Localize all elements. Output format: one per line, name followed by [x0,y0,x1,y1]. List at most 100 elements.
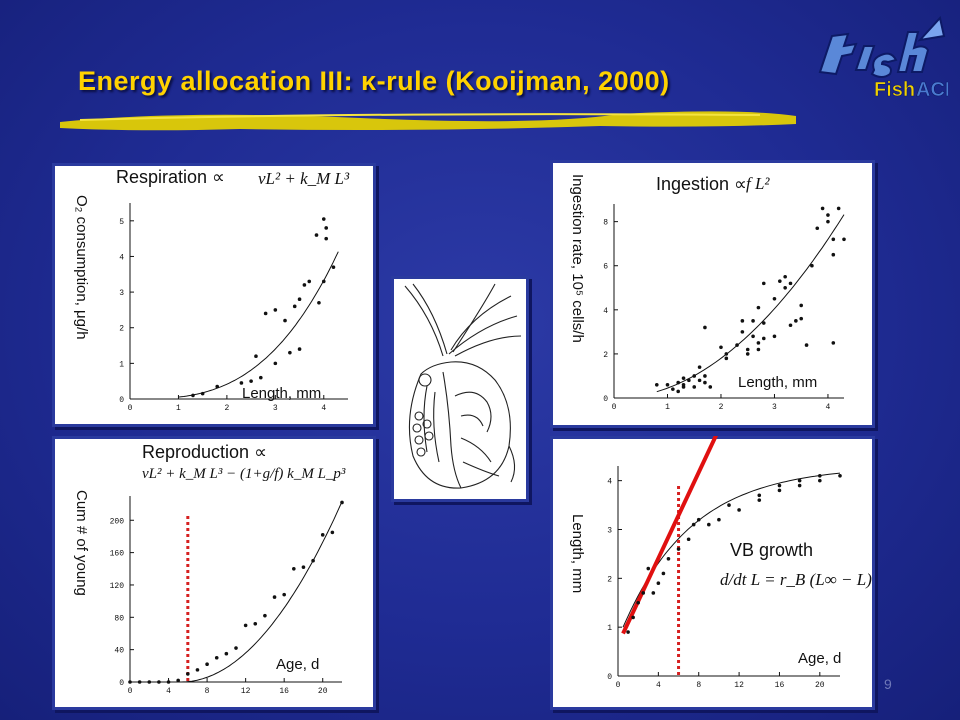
growth-data-point [686,537,691,542]
reproduction-data-point [253,621,258,626]
ingestion-data-point [783,274,787,279]
respiration-chart: 0 1 2 3 4 0 1 2 3 4 5 [119,203,348,413]
growth-x-tick-label: 16 [775,681,785,690]
respiration-data-point [273,361,278,366]
respiration-data-point [191,393,195,398]
reproduction-data-point [234,646,238,650]
reproduction-xlabel: Age, d [276,656,320,673]
reproduction-data-point [166,680,171,684]
growth-data-point [641,591,646,595]
respiration-data-point [259,375,263,380]
fishace-logo: Fish ACE [818,15,948,100]
ingestion-data-point [831,237,836,242]
ingestion-y-tick-label: 6 [603,263,608,272]
respiration-data-point [324,236,329,241]
growth-x-tick-label: 12 [734,681,744,690]
slide-title: Energy allocation III: κ-rule (Kooijman,… [78,66,670,96]
growth-formula: d/dt L = r_B (L∞ − L) [720,570,872,589]
respiration-y-tick-label: 5 [119,218,124,227]
daphnia-illustration [391,276,529,502]
ingestion-data-point [831,252,836,257]
growth-y-tick-label: 2 [607,575,612,584]
respiration-x-tick-label: 4 [321,404,326,413]
reproduction-panel: 0 4 8 12 16 20 0 40 80 120 160 200 Reproduction ∝ ν… [52,436,376,710]
respiration-ylabel: O₂ consumption, μg/h [73,195,90,340]
respiration-data-point [288,350,292,355]
ingestion-data-point [665,382,670,387]
growth-title: VB growth [730,540,814,560]
ingestion-data-point [761,321,766,325]
reproduction-data-point [282,592,286,597]
ingestion-y-tick-label: 0 [603,395,608,404]
ingestion-data-point [740,330,745,334]
growth-data-point [676,547,681,551]
reproduction-ylabel: Cum # of young [73,490,90,596]
ingestion-data-point [826,219,830,224]
respiration-data-point [263,311,268,316]
growth-data-point [696,517,701,522]
growth-data-point [636,600,640,605]
ingestion-data-point [681,385,686,389]
reproduction-data-point [263,613,267,618]
ingestion-data-point [724,356,729,361]
growth-y-tick-label: 3 [607,526,612,535]
ingestion-data-point [740,319,745,323]
ingestion-y-tick-label: 4 [603,307,608,316]
reproduction-fit-curve [181,501,343,683]
respiration-data-point [273,308,278,312]
ingestion-x-tick-label: 1 [665,403,670,412]
growth-data-point [777,488,782,493]
reproduction-title: Reproduction ∝ [142,442,267,462]
ingestion-data-point [842,237,846,242]
growth-data-point [757,493,762,498]
ingestion-data-point [751,319,755,323]
respiration-data-point [239,381,244,385]
ingestion-data-point [778,279,782,283]
ingestion-data-point [751,334,755,339]
reproduction-data-point [214,655,219,660]
growth-data-point [691,522,696,527]
growth-data-point [707,522,711,527]
growth-data-point [757,498,762,502]
reproduction-data-point [176,678,180,683]
reproduction-y-tick-label: 200 [110,517,125,526]
ingestion-data-point [719,345,723,350]
respiration-data-point [321,279,326,284]
ingestion-data-point [745,347,750,352]
growth-data-point [717,517,721,522]
ingestion-data-point [687,378,691,383]
ingestion-data-point [703,374,707,378]
ingestion-data-point [756,305,761,310]
ingestion-data-point [799,316,804,321]
respiration-data-point [324,226,329,230]
respiration-data-point [297,297,302,302]
ingestion-data-point [724,352,729,356]
reproduction-data-point [147,680,152,684]
reproduction-data-point [195,668,200,672]
respiration-fit-curve [178,251,339,398]
growth-ylabel: Length, mm [569,514,586,594]
growth-data-point [838,473,842,478]
respiration-y-tick-label: 4 [119,253,124,262]
ingestion-data-point [681,376,686,380]
ingestion-data-point [788,281,793,286]
ingestion-data-point [836,206,841,211]
ingestion-x-tick-label: 4 [826,403,831,412]
reproduction-data-point [340,500,344,505]
ingestion-data-point [703,380,707,385]
growth-y-tick-label: 4 [607,478,612,487]
ingestion-data-point [799,303,804,308]
ingestion-chart: 0 1 2 3 4 0 2 4 6 8 [603,204,846,412]
respiration-x-tick-label: 2 [224,404,229,413]
reproduction-data-point [157,680,161,684]
ingestion-data-point [761,281,766,286]
respiration-data-point [307,279,312,284]
ingestion-data-point [815,226,820,231]
reproduction-data-point [137,680,142,684]
ingestion-data-point [756,341,761,345]
respiration-y-tick-label: 1 [119,360,124,369]
ingestion-data-point [676,389,680,394]
ingestion-data-point [692,374,697,378]
ingestion-y-tick-label: 8 [603,219,608,228]
